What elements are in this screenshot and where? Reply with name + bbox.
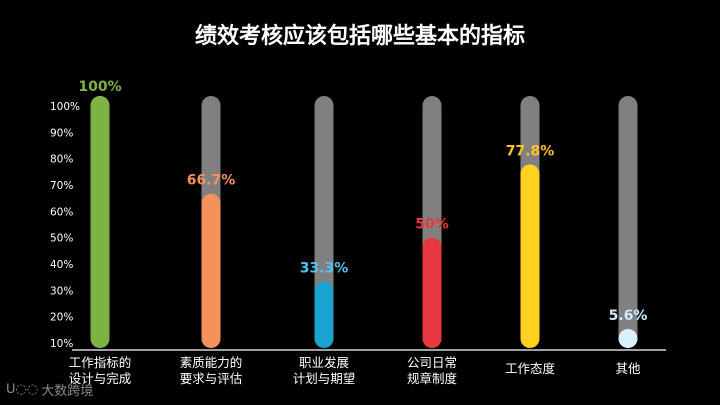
logo-text: 大数跨境 [41, 384, 94, 399]
bar [314, 281, 334, 348]
value-label: 100% [78, 79, 121, 95]
value-label: 5.6% [609, 308, 648, 324]
y-tick-label: 90% [50, 127, 73, 139]
value-label: 33.3% [300, 261, 349, 277]
bar-track [618, 96, 638, 348]
x-tick-label: 公司日常规章制度 [407, 355, 458, 386]
x-axis: 工作指标的设计与完成 素质能力的要求与评估 职业发展计划与期望 公司日常规章制度 工作态… [69, 355, 641, 386]
value-label: 77.8% [506, 143, 555, 159]
chart-title: 绩效考核应该包括哪些基本的指标 [195, 23, 525, 49]
x-tick-label: 素质能力的要求与评估 [180, 355, 243, 386]
bars: 100% 66.7% 33.3% 50% 77.8% 5.6% [78, 79, 647, 348]
x-tick-label: 工作态度 [505, 361, 556, 376]
y-tick-label: 70% [50, 180, 73, 192]
x-tick-label: 职业发展计划与期望 [293, 355, 356, 386]
y-tick-label: 20% [50, 312, 73, 324]
y-tick-label: 100% [50, 101, 80, 113]
y-tick-label: 40% [50, 259, 73, 271]
logo-icon: ᑌ◌◌ [6, 382, 39, 397]
value-label: 66.7% [187, 173, 236, 189]
bar [201, 193, 221, 348]
x-tick-label: 其他 [615, 361, 641, 376]
bar [520, 164, 540, 348]
y-tick-label: 30% [50, 285, 73, 297]
logo: ᑌ◌◌ 大数跨境 [6, 380, 93, 399]
bar [422, 237, 442, 348]
x-tick-label: 工作指标的设计与完成 [69, 355, 132, 386]
value-label: 50% [415, 217, 449, 233]
y-tick-label: 60% [50, 206, 73, 218]
bar [90, 96, 110, 348]
bar [618, 329, 638, 348]
y-axis: 100% 90% 80% 70% 60% 50% 40% 30% 20% 10% [50, 101, 80, 350]
y-tick-label: 50% [50, 233, 73, 245]
y-tick-label: 10% [50, 338, 73, 350]
y-tick-label: 80% [50, 154, 73, 166]
